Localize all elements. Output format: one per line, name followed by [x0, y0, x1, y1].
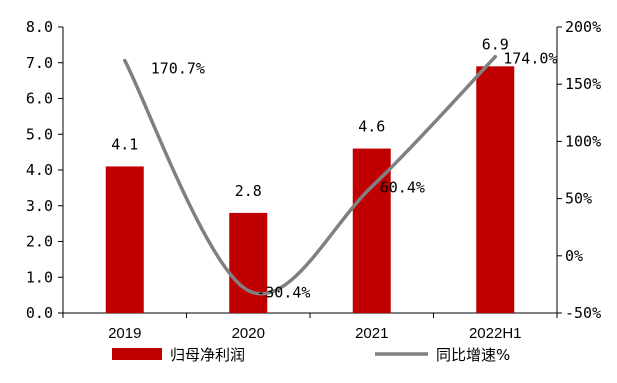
legend: 归母净利润 同比增速% — [112, 346, 510, 364]
y-right-tick-label: 0% — [565, 247, 583, 265]
y-right-tick-label: -50% — [565, 304, 601, 322]
bar — [105, 166, 144, 313]
y-right-tick-label: 100% — [565, 132, 601, 150]
bar-value-label: 6.9 — [482, 35, 509, 53]
bar — [229, 212, 268, 313]
legend-swatch-bar — [112, 348, 162, 360]
x-category-label: 2019 — [108, 325, 141, 342]
y-right-tick-label: 150% — [565, 75, 601, 93]
y-left-tick-label: 8.0 — [26, 18, 53, 36]
legend-label-bar: 归母净利润 — [170, 346, 245, 364]
growth-line — [123, 54, 497, 296]
y-left-tick-label: 0.0 — [26, 304, 53, 322]
y-right-tick-label: 50% — [565, 190, 592, 208]
y-left-tick-label: 6.0 — [26, 90, 53, 108]
x-category-label: 2022H1 — [469, 325, 522, 342]
y-left-tick-label: 7.0 — [26, 54, 53, 72]
data-labels: 4.1 2.8 4.6 6.9 170.7% -30.4% 60.4% 174.0% — [111, 35, 557, 301]
axes: 0.0 1.0 2.0 3.0 4.0 5.0 6.0 7.0 8.0 -50% 0% 50% 100%… — [26, 18, 601, 342]
bar — [476, 66, 515, 313]
y-left-tick-label: 4.0 — [26, 161, 53, 179]
line-value-label: 174.0% — [503, 50, 557, 68]
y-left-tick-label: 1.0 — [26, 268, 53, 286]
bar-value-label: 4.1 — [111, 135, 138, 153]
x-category-label: 2021 — [355, 325, 388, 342]
y-left-tick-label: 2.0 — [26, 233, 53, 251]
line-value-label: 170.7% — [151, 60, 205, 78]
y-left-tick-label: 3.0 — [26, 197, 53, 215]
line-series — [123, 54, 497, 296]
legend-label-line: 同比增速% — [436, 346, 510, 364]
line-value-label: 60.4% — [380, 179, 425, 197]
bar-value-label: 4.6 — [358, 118, 385, 136]
bar-series — [105, 66, 515, 313]
x-category-label: 2020 — [232, 325, 265, 342]
line-value-label: -30.4% — [256, 284, 310, 302]
y-left-tick-label: 5.0 — [26, 125, 53, 143]
y-right-tick-label: 200% — [565, 18, 601, 36]
bar-value-label: 2.8 — [235, 182, 262, 200]
